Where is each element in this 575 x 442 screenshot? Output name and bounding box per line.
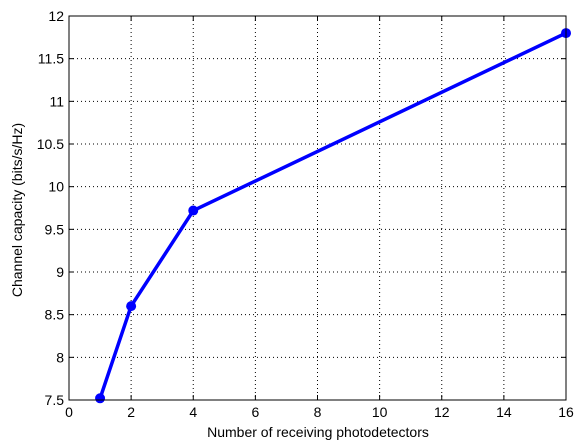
tick-labels: 0 2 4 6 8 10 12 14 16 7.5 8 8.5 9 9.5 10 10.5 11 11.5 12 xyxy=(37,8,574,420)
y-tick-label: 12 xyxy=(48,8,64,24)
x-tick-label: 0 xyxy=(65,404,73,420)
y-axis-title: Channel capacity (bits/s/Hz) xyxy=(9,123,25,297)
y-tick-label: 8 xyxy=(56,349,64,365)
y-tick-label: 8.5 xyxy=(45,307,65,323)
y-tick-label: 11 xyxy=(49,93,64,109)
x-tick-label: 16 xyxy=(558,404,574,420)
y-tick-label: 7.5 xyxy=(45,392,65,408)
axis-ticks xyxy=(68,15,567,401)
x-tick-label: 2 xyxy=(127,404,135,420)
series-line xyxy=(98,31,568,401)
x-axis-title: Number of receiving photodetectors xyxy=(207,424,429,440)
x-tick-label: 12 xyxy=(434,404,450,420)
x-tick-label: 10 xyxy=(372,404,388,420)
data-series xyxy=(95,28,571,404)
x-tick-label: 4 xyxy=(189,404,197,420)
y-tick-label: 9 xyxy=(56,264,64,280)
y-tick-label: 11.5 xyxy=(38,51,64,67)
data-point-marker xyxy=(188,205,199,216)
y-tick-label: 10 xyxy=(48,179,64,195)
data-point-marker xyxy=(126,301,137,312)
x-tick-label: 8 xyxy=(314,404,322,420)
y-tick-label: 10.5 xyxy=(37,136,64,152)
data-point-marker xyxy=(95,393,106,404)
x-tick-label: 14 xyxy=(496,404,512,420)
y-tick-label: 9.5 xyxy=(45,221,65,237)
grid-lines xyxy=(69,16,566,400)
x-tick-label: 6 xyxy=(251,404,259,420)
